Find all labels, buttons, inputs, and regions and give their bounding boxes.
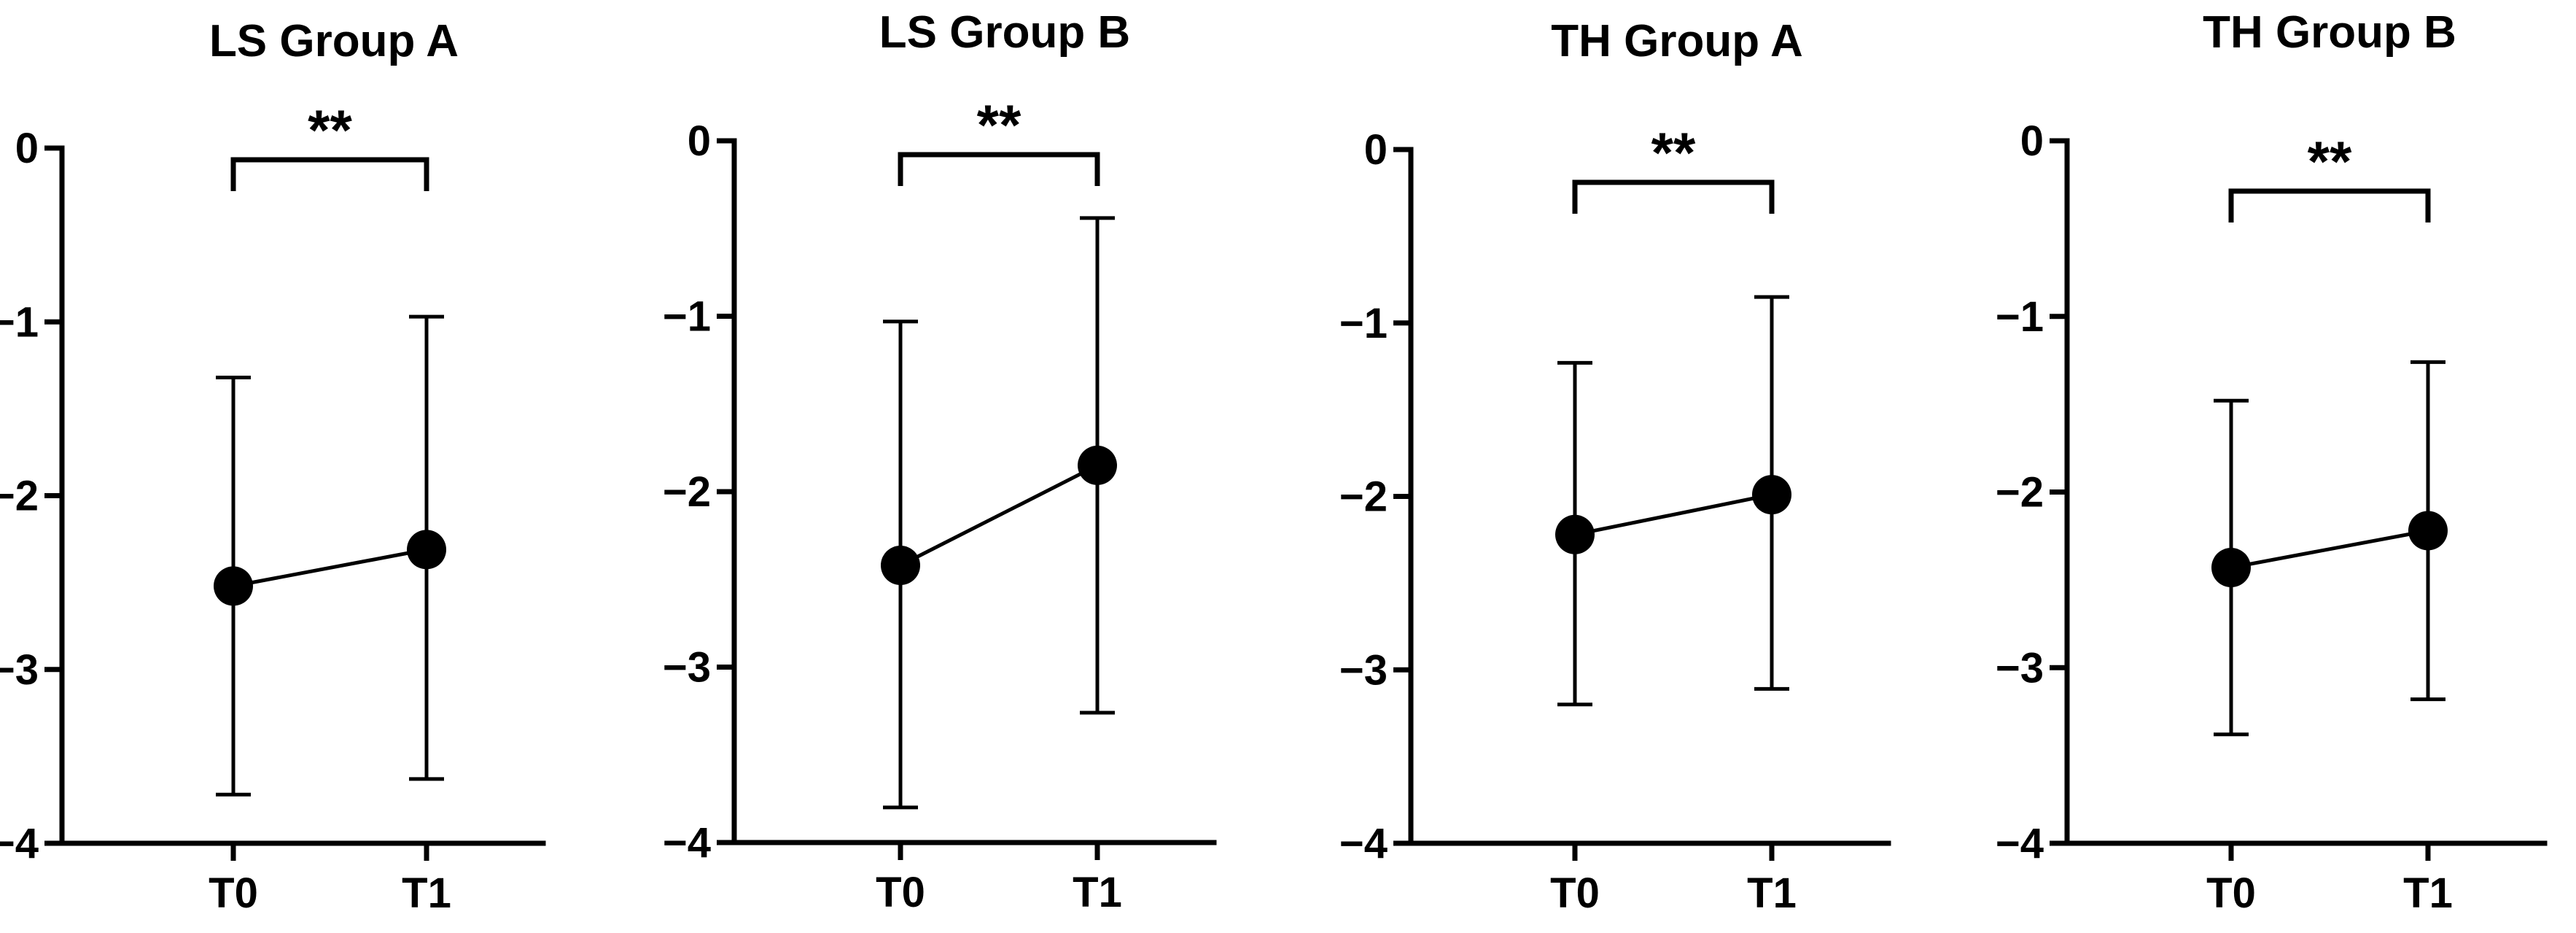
significance-label: ** bbox=[2308, 129, 2352, 193]
mean-connector-line bbox=[1574, 492, 1773, 537]
chart-panel-3: TH Group A 0 −1 −2 −3 −4 T0 T1 ** bbox=[1339, 16, 1891, 917]
x-tick-label: T0 bbox=[1550, 870, 1600, 917]
mean-connector-line bbox=[233, 547, 427, 588]
significance-label: ** bbox=[977, 93, 1022, 157]
mean-point-T1 bbox=[1078, 445, 1117, 485]
y-tick-label: 0 bbox=[1364, 126, 1388, 174]
y-tick-label: −1 bbox=[1996, 293, 2044, 341]
x-tick-label: T0 bbox=[876, 869, 925, 916]
y-tick-label: −1 bbox=[1339, 300, 1388, 347]
chart-panel-2: LS Group B 0 −1 −2 −3 −4 T0 T1 ** bbox=[663, 7, 1217, 916]
chart-title: TH Group B bbox=[2203, 7, 2456, 58]
y-tick-label: −3 bbox=[663, 644, 711, 692]
y-tick-label: −4 bbox=[1339, 820, 1388, 867]
y-tick-label: −2 bbox=[663, 468, 711, 516]
y-tick-label: −3 bbox=[1339, 646, 1388, 694]
x-tick-label: T1 bbox=[2403, 870, 2453, 917]
y-tick-label: −1 bbox=[663, 293, 711, 341]
mean-connector-line bbox=[899, 463, 1099, 568]
mean-point-T1 bbox=[2408, 511, 2448, 551]
significance-label: ** bbox=[308, 98, 352, 162]
y-tick-label: −2 bbox=[1339, 473, 1388, 521]
mean-connector-line bbox=[2230, 529, 2429, 570]
significance-bracket bbox=[898, 152, 1100, 186]
x-tick-label: T0 bbox=[2206, 870, 2256, 917]
y-tick-label: 0 bbox=[2020, 117, 2044, 165]
y-tick-label: −3 bbox=[0, 646, 39, 694]
significance-bracket bbox=[2228, 188, 2431, 222]
chart-title: LS Group A bbox=[209, 16, 459, 66]
mean-point-T1 bbox=[407, 530, 446, 570]
x-tick-label: T1 bbox=[402, 870, 451, 917]
y-tick-label: −4 bbox=[0, 820, 39, 867]
x-tick-label: T1 bbox=[1073, 869, 1122, 916]
y-tick-label: 0 bbox=[688, 117, 711, 165]
chart-title: TH Group A bbox=[1551, 16, 1803, 66]
mean-point-T0 bbox=[1555, 514, 1595, 554]
significance-label: ** bbox=[1651, 120, 1696, 185]
y-tick-label: −3 bbox=[1996, 644, 2044, 692]
mean-point-T0 bbox=[214, 566, 253, 606]
mean-point-T0 bbox=[2211, 548, 2251, 588]
y-tick-label: −4 bbox=[1996, 820, 2044, 867]
chart-panel-4: TH Group B 0 −1 −2 −3 −4 T0 T1 ** bbox=[1996, 7, 2548, 917]
y-tick-label: −1 bbox=[0, 298, 39, 346]
y-tick-label: 0 bbox=[15, 125, 39, 172]
significance-bracket bbox=[230, 157, 429, 191]
chart-panel-1: LS Group A 0 −1 −2 −3 −4 T0 T1 ** bbox=[0, 16, 546, 917]
y-tick-label: −2 bbox=[0, 473, 39, 520]
x-tick-label: T0 bbox=[209, 870, 258, 917]
mean-point-T0 bbox=[881, 546, 920, 586]
x-tick-label: T1 bbox=[1747, 870, 1797, 917]
y-tick-label: −4 bbox=[663, 819, 711, 867]
mean-point-T1 bbox=[1752, 475, 1791, 515]
chart-title: LS Group B bbox=[879, 7, 1130, 58]
y-tick-label: −2 bbox=[1996, 469, 2044, 516]
significance-bracket bbox=[1572, 179, 1775, 214]
